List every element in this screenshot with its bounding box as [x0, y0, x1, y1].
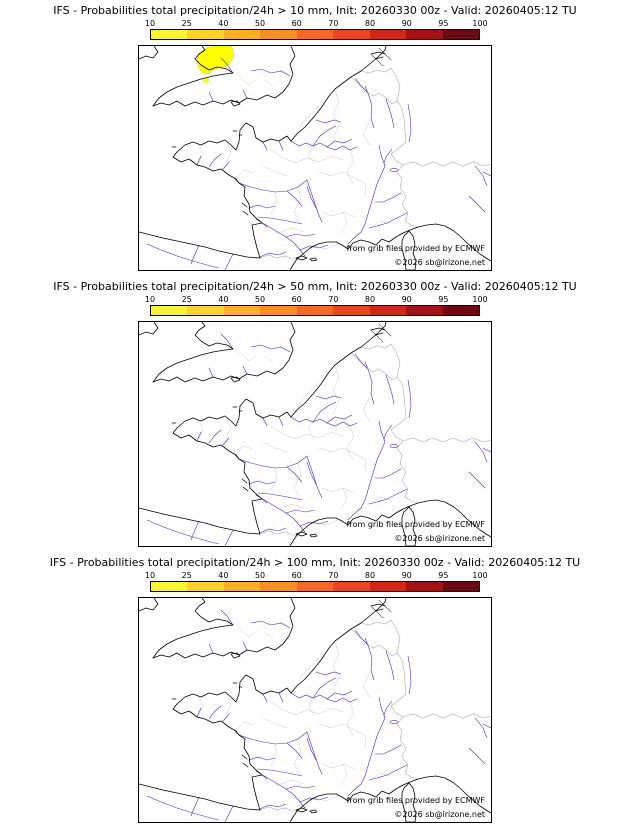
colorbar-tick-label: 100: [472, 571, 488, 580]
colorbar-tick-label: 70: [328, 19, 339, 28]
colorbar-segment: [187, 30, 224, 39]
colorbar-tick-label: 25: [181, 295, 192, 304]
colorbar-tick-label: 25: [181, 571, 192, 580]
colorbar-tick-label: 70: [328, 571, 339, 580]
colorbar: 10 25 40 50 60 70 80 90 95 100: [145, 295, 488, 316]
colorbar-segment: [333, 30, 370, 39]
colorbar-tick-label: 25: [181, 19, 192, 28]
colorbar-segment: [260, 582, 297, 591]
colorbar-segments: [150, 581, 480, 592]
colorbar-tick-label: 80: [364, 19, 376, 28]
colorbar-segment: [442, 582, 479, 591]
colorbar-tick-label: 60: [291, 295, 302, 304]
colorbar: 10 25 40 50 60 70 80 90 95 100: [145, 19, 488, 40]
colorbar-segment: [442, 306, 479, 315]
map-svg: [139, 322, 491, 546]
colorbar-segment: [406, 582, 443, 591]
colorbar-segment: [406, 306, 443, 315]
forecast-panel-10mm: IFS - Probabilities total precipitation/…: [0, 0, 630, 276]
colorbar-segments: [150, 305, 480, 316]
colorbar-tick-label: 70: [328, 295, 339, 304]
colorbar-tick-label: 50: [254, 19, 266, 28]
precip-probability-patch: [197, 46, 234, 83]
colorbar-segment: [223, 306, 261, 315]
colorbar-tick-label: 95: [438, 19, 449, 28]
colorbar-tick-label: 60: [291, 19, 302, 28]
panel-title: IFS - Probabilities total precipitation/…: [49, 556, 581, 569]
colorbar-segment: [406, 30, 443, 39]
colorbar-tick-label: 40: [218, 571, 229, 580]
colorbar-segments: [150, 29, 480, 40]
colorbar-tick-label: 40: [218, 19, 229, 28]
colorbar-tick-label: 95: [438, 295, 449, 304]
colorbar-segment: [260, 30, 297, 39]
copyright-credit: ©2026 sb@irizone.net: [394, 534, 485, 543]
colorbar-segment: [187, 582, 224, 591]
colorbar-segment: [333, 306, 370, 315]
colorbar-segment: [296, 30, 334, 39]
colorbar-segment: [151, 30, 188, 39]
colorbar-tick-label: 80: [364, 571, 376, 580]
map-france: from grib files provided by ECMWF ©2026 …: [138, 45, 492, 271]
colorbar-segment: [223, 582, 261, 591]
colorbar-tick-label: 90: [401, 571, 412, 580]
colorbar-segment: [333, 582, 370, 591]
colorbar-segment: [369, 306, 407, 315]
colorbar-segment: [442, 30, 479, 39]
colorbar-segment: [151, 582, 188, 591]
ecmwf-credit: from grib files provided by ECMWF: [346, 244, 485, 253]
panel-title: IFS - Probabilities total precipitation/…: [53, 280, 577, 293]
colorbar-tick-label: 95: [438, 571, 449, 580]
colorbar-tick-label: 90: [401, 295, 412, 304]
colorbar-ticks: 10 25 40 50 60 70 80 90 95 100: [145, 19, 488, 29]
map-france: from grib files provided by ECMWF ©2026 …: [138, 597, 492, 823]
colorbar-tick-label: 90: [401, 19, 412, 28]
map-svg: [139, 598, 491, 822]
colorbar-segment: [296, 306, 334, 315]
colorbar-segment: [296, 582, 334, 591]
colorbar-segment: [369, 30, 407, 39]
colorbar-tick-label: 50: [254, 295, 266, 304]
colorbar-tick-label: 10: [144, 19, 156, 28]
colorbar-tick-label: 60: [291, 571, 302, 580]
colorbar-segment: [369, 582, 407, 591]
forecast-panel-100mm: IFS - Probabilities total precipitation/…: [0, 552, 630, 828]
copyright-credit: ©2026 sb@irizone.net: [394, 258, 485, 267]
panel-title: IFS - Probabilities total precipitation/…: [53, 4, 577, 17]
ecmwf-credit: from grib files provided by ECMWF: [346, 520, 485, 529]
colorbar-tick-label: 100: [472, 295, 488, 304]
colorbar-segment: [223, 30, 261, 39]
colorbar-segment: [151, 306, 188, 315]
colorbar-tick-label: 100: [472, 19, 488, 28]
map-svg: [139, 46, 491, 270]
colorbar-ticks: 10 25 40 50 60 70 80 90 95 100: [145, 295, 488, 305]
copyright-credit: ©2026 sb@irizone.net: [394, 810, 485, 819]
colorbar-segment: [260, 306, 297, 315]
colorbar-ticks: 10 25 40 50 60 70 80 90 95 100: [145, 571, 488, 581]
ecmwf-credit: from grib files provided by ECMWF: [346, 796, 485, 805]
forecast-panel-50mm: IFS - Probabilities total precipitation/…: [0, 276, 630, 552]
colorbar-segment: [187, 306, 224, 315]
colorbar-tick-label: 10: [144, 571, 156, 580]
colorbar-tick-label: 80: [364, 295, 376, 304]
colorbar: 10 25 40 50 60 70 80 90 95 100: [145, 571, 488, 592]
map-france: from grib files provided by ECMWF ©2026 …: [138, 321, 492, 547]
colorbar-tick-label: 50: [254, 571, 266, 580]
colorbar-tick-label: 40: [218, 295, 229, 304]
colorbar-tick-label: 10: [144, 295, 156, 304]
